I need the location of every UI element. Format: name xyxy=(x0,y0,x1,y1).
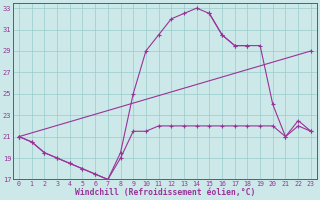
X-axis label: Windchill (Refroidissement éolien,°C): Windchill (Refroidissement éolien,°C) xyxy=(75,188,255,197)
